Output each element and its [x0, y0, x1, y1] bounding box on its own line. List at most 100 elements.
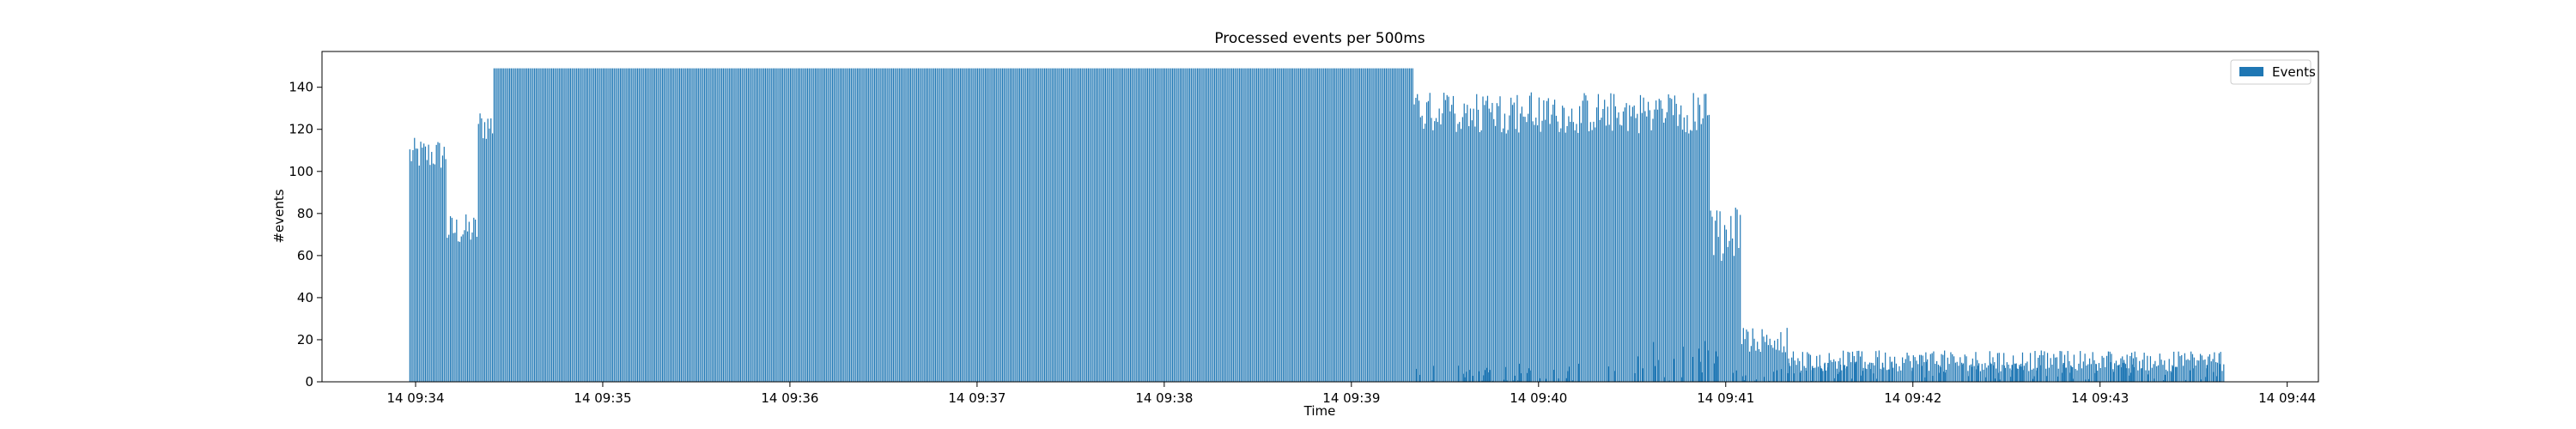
- x-tick-label: 14 09:40: [1510, 390, 1567, 406]
- bar: [2032, 376, 2035, 382]
- bar: [1471, 120, 1473, 382]
- bar: [2051, 364, 2053, 382]
- bar: [2204, 377, 2207, 382]
- bar: [2095, 364, 2098, 382]
- bar: [1862, 367, 1864, 382]
- bar: [1939, 367, 1941, 382]
- bar: [1933, 351, 1935, 382]
- bar: [1597, 94, 1600, 382]
- bar: [1020, 68, 1022, 383]
- bar: [1674, 95, 1676, 382]
- bar: [1108, 68, 1109, 383]
- bar: [913, 68, 914, 383]
- bar: [1008, 68, 1010, 383]
- bar: [1265, 68, 1267, 383]
- bar: [1272, 68, 1273, 383]
- bar: [1434, 121, 1436, 382]
- bar: [2087, 378, 2089, 382]
- bar: [1625, 103, 1627, 383]
- bar: [690, 68, 691, 383]
- bar: [2084, 379, 2087, 382]
- bar: [1075, 68, 1077, 383]
- bar: [2212, 359, 2214, 382]
- bar: [1560, 128, 1562, 382]
- bar: [708, 68, 710, 383]
- bar: [1755, 379, 1758, 382]
- bar: [1468, 126, 1470, 382]
- bar: [1738, 247, 1740, 382]
- bar: [1633, 105, 1635, 382]
- bar: [1618, 112, 1619, 382]
- bar: [599, 68, 601, 383]
- bar: [833, 68, 835, 383]
- bar: [632, 68, 634, 383]
- bar: [1566, 371, 1569, 382]
- bar: [1975, 352, 1977, 382]
- bar: [568, 68, 570, 383]
- bar: [1961, 364, 1963, 382]
- y-tick-label: 140: [289, 80, 313, 95]
- bar: [892, 68, 894, 383]
- bar: [1413, 104, 1415, 382]
- bar: [2204, 359, 2206, 382]
- bar: [1543, 100, 1545, 383]
- bar: [2109, 362, 2111, 382]
- bar: [410, 160, 412, 382]
- bar: [2156, 366, 2158, 382]
- bar: [1100, 68, 1102, 383]
- bar: [1735, 208, 1736, 382]
- bar: [440, 167, 442, 382]
- y-tick-label: 20: [297, 332, 313, 347]
- bar: [1253, 68, 1255, 383]
- bar: [594, 68, 597, 383]
- bar: [1167, 68, 1169, 383]
- bar: [1201, 68, 1203, 383]
- bar: [1499, 96, 1501, 382]
- bar: [997, 68, 999, 383]
- bar: [1979, 371, 1982, 382]
- bar: [966, 68, 968, 383]
- bar: [1728, 240, 1730, 382]
- bar: [2200, 379, 2202, 382]
- bar: [1763, 336, 1765, 382]
- bar: [2125, 368, 2127, 382]
- bar: [696, 68, 698, 383]
- bar: [1675, 103, 1677, 383]
- bar: [846, 68, 848, 383]
- bar: [953, 68, 955, 383]
- bar: [2133, 366, 2135, 382]
- bar: [535, 68, 538, 383]
- bar: [1392, 68, 1394, 383]
- bar: [1370, 68, 1371, 383]
- bar: [1062, 68, 1064, 383]
- bar: [1129, 68, 1132, 383]
- bar: [1226, 68, 1228, 383]
- bar: [978, 68, 980, 383]
- bar: [848, 68, 851, 383]
- bar: [1276, 68, 1278, 383]
- bar: [768, 68, 769, 383]
- bar: [1504, 366, 1506, 382]
- bar: [437, 142, 439, 382]
- legend-entry-events: Events: [2272, 64, 2316, 80]
- bar: [1415, 368, 1418, 382]
- bar: [485, 138, 487, 382]
- bar: [1916, 360, 1917, 382]
- bar: [2011, 365, 2013, 382]
- bar: [2117, 365, 2119, 382]
- bar: [1245, 68, 1247, 383]
- bar: [1797, 358, 1799, 382]
- bar: [466, 231, 469, 382]
- bar: [1443, 93, 1445, 382]
- bar: [1348, 68, 1350, 383]
- bar: [495, 68, 496, 383]
- bar: [448, 234, 450, 382]
- bar: [747, 68, 750, 383]
- y-tick-label: 0: [305, 374, 313, 390]
- bar: [1178, 68, 1180, 383]
- bar: [609, 68, 611, 383]
- bar: [1827, 362, 1829, 382]
- bar: [576, 68, 578, 383]
- bar: [1753, 380, 1756, 382]
- bar: [1768, 380, 1770, 382]
